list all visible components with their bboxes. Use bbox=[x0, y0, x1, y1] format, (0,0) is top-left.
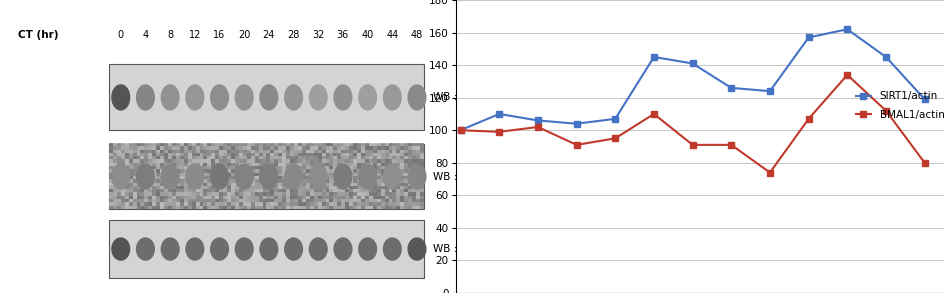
FancyBboxPatch shape bbox=[110, 144, 424, 209]
Text: 24: 24 bbox=[262, 30, 275, 40]
BMAL1/actin bbox=[571, 143, 582, 146]
Ellipse shape bbox=[111, 163, 130, 190]
Ellipse shape bbox=[160, 237, 179, 261]
Ellipse shape bbox=[136, 163, 155, 190]
SIRT1/actin bbox=[765, 89, 776, 93]
Ellipse shape bbox=[382, 163, 402, 190]
BMAL1/actin bbox=[687, 143, 699, 146]
Text: WB : α-SIRT1: WB : α-SIRT1 bbox=[433, 92, 500, 103]
SIRT1/actin bbox=[842, 28, 853, 31]
Ellipse shape bbox=[136, 237, 155, 261]
Text: 8: 8 bbox=[167, 30, 173, 40]
Ellipse shape bbox=[284, 84, 303, 110]
Ellipse shape bbox=[235, 237, 254, 261]
Ellipse shape bbox=[333, 84, 352, 110]
Ellipse shape bbox=[309, 237, 328, 261]
BMAL1/actin bbox=[455, 128, 466, 132]
BMAL1/actin bbox=[726, 143, 737, 146]
SIRT1/actin bbox=[881, 55, 892, 59]
Ellipse shape bbox=[210, 237, 229, 261]
Ellipse shape bbox=[408, 163, 427, 190]
Legend: SIRT1/actin, BMAL1/actin: SIRT1/actin, BMAL1/actin bbox=[851, 87, 944, 124]
SIRT1/actin bbox=[649, 55, 660, 59]
Ellipse shape bbox=[309, 163, 328, 190]
Text: WB : α-BMAL1: WB : α-BMAL1 bbox=[433, 171, 506, 182]
Text: 32: 32 bbox=[312, 30, 325, 40]
Ellipse shape bbox=[111, 237, 130, 261]
Ellipse shape bbox=[185, 237, 205, 261]
Ellipse shape bbox=[358, 163, 378, 190]
Ellipse shape bbox=[382, 84, 402, 110]
Ellipse shape bbox=[358, 237, 378, 261]
Text: 16: 16 bbox=[213, 30, 226, 40]
BMAL1/actin bbox=[803, 117, 815, 121]
SIRT1/actin bbox=[803, 36, 815, 39]
Ellipse shape bbox=[185, 163, 205, 190]
Ellipse shape bbox=[210, 84, 229, 110]
BMAL1/actin bbox=[494, 130, 505, 134]
Ellipse shape bbox=[284, 237, 303, 261]
Text: 4: 4 bbox=[143, 30, 148, 40]
BMAL1/actin bbox=[765, 171, 776, 174]
BMAL1/actin bbox=[649, 112, 660, 116]
Ellipse shape bbox=[210, 163, 229, 190]
SIRT1/actin bbox=[532, 119, 544, 122]
BMAL1/actin bbox=[842, 73, 853, 77]
Line: SIRT1/actin: SIRT1/actin bbox=[458, 27, 927, 133]
Text: 40: 40 bbox=[362, 30, 374, 40]
Text: 48: 48 bbox=[411, 30, 423, 40]
Ellipse shape bbox=[408, 237, 427, 261]
Text: 28: 28 bbox=[287, 30, 300, 40]
Text: CT (hr): CT (hr) bbox=[18, 30, 59, 40]
Ellipse shape bbox=[235, 163, 254, 190]
Ellipse shape bbox=[260, 163, 278, 190]
Ellipse shape bbox=[235, 84, 254, 110]
Ellipse shape bbox=[358, 84, 378, 110]
Ellipse shape bbox=[382, 237, 402, 261]
FancyBboxPatch shape bbox=[110, 64, 424, 130]
Ellipse shape bbox=[260, 237, 278, 261]
Text: 0: 0 bbox=[118, 30, 124, 40]
Ellipse shape bbox=[408, 84, 427, 110]
Ellipse shape bbox=[136, 84, 155, 110]
Ellipse shape bbox=[160, 163, 179, 190]
SIRT1/actin bbox=[687, 62, 699, 65]
Text: 44: 44 bbox=[386, 30, 398, 40]
Ellipse shape bbox=[309, 84, 328, 110]
BMAL1/actin bbox=[610, 137, 621, 140]
SIRT1/actin bbox=[455, 128, 466, 132]
SIRT1/actin bbox=[610, 117, 621, 121]
Ellipse shape bbox=[284, 163, 303, 190]
Ellipse shape bbox=[160, 84, 179, 110]
Text: 12: 12 bbox=[189, 30, 201, 40]
Ellipse shape bbox=[185, 84, 205, 110]
Text: 20: 20 bbox=[238, 30, 250, 40]
SIRT1/actin bbox=[919, 98, 931, 101]
Text: WB : α-β-actin: WB : α-β-actin bbox=[433, 244, 507, 254]
SIRT1/actin bbox=[571, 122, 582, 125]
SIRT1/actin bbox=[726, 86, 737, 90]
SIRT1/actin bbox=[494, 112, 505, 116]
Line: BMAL1/actin: BMAL1/actin bbox=[458, 72, 927, 175]
Ellipse shape bbox=[333, 163, 352, 190]
BMAL1/actin bbox=[532, 125, 544, 129]
BMAL1/actin bbox=[881, 109, 892, 113]
FancyBboxPatch shape bbox=[110, 220, 424, 278]
Ellipse shape bbox=[260, 84, 278, 110]
Ellipse shape bbox=[111, 84, 130, 110]
BMAL1/actin bbox=[919, 161, 931, 165]
Text: 36: 36 bbox=[337, 30, 349, 40]
Ellipse shape bbox=[333, 237, 352, 261]
